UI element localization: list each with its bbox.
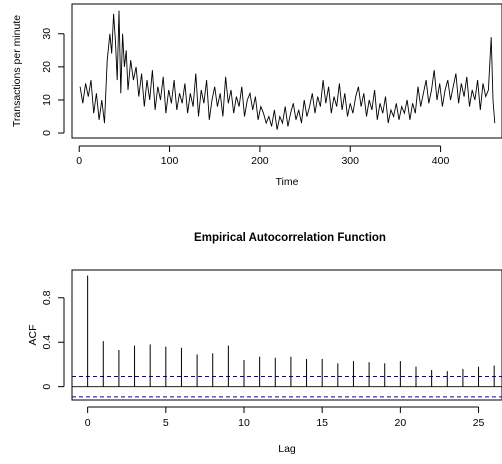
lag-x-tick-label-25: 25 bbox=[473, 417, 485, 429]
lag-x-tick-label-0: 0 bbox=[85, 417, 91, 429]
acf-y-axis: 0 0.4 0.8 bbox=[41, 290, 65, 390]
acf-plot-frame bbox=[71, 269, 502, 401]
acf-chart-title: Empirical Autocorrelation Function bbox=[194, 232, 386, 244]
acf-spikes bbox=[87, 275, 495, 387]
acf-y-tick-label-0-8: 0.8 bbox=[41, 290, 53, 305]
time-x-tick-label-300: 300 bbox=[341, 155, 359, 167]
lag-x-tick-label-10: 10 bbox=[238, 417, 250, 429]
transactions-y-tick-label-20: 20 bbox=[41, 61, 53, 73]
lag-x-tick-label-20: 20 bbox=[395, 417, 407, 429]
acf-panel: Empirical Autocorrelation Function 0 5 10 1… bbox=[27, 232, 502, 455]
transactions-series-line bbox=[79, 10, 496, 130]
time-series-panel: 0 100 200 300 400 0 10 20 30 Time Transactions … bbox=[11, 3, 502, 188]
time-x-tick-label-400: 400 bbox=[432, 155, 450, 167]
time-x-tick-label-200: 200 bbox=[251, 155, 269, 167]
transactions-y-tick-label-30: 30 bbox=[41, 28, 53, 40]
acf-y-tick-label-0-4: 0.4 bbox=[41, 335, 53, 350]
time-x-tick-label-100: 100 bbox=[161, 155, 179, 167]
transactions-y-tick-label-0: 0 bbox=[41, 130, 53, 136]
lag-x-tick-label-15: 15 bbox=[316, 417, 328, 429]
time-x-axis-label: Time bbox=[276, 176, 299, 188]
transactions-y-tick-label-10: 10 bbox=[41, 94, 53, 106]
time-x-tick-label-0: 0 bbox=[76, 155, 82, 167]
transactions-y-axis: 0 10 20 30 bbox=[41, 28, 65, 136]
lag-x-tick-label-5: 5 bbox=[163, 417, 169, 429]
transactions-y-axis-label: Transactions per minute bbox=[11, 15, 23, 127]
acf-y-tick-label-0: 0 bbox=[41, 384, 53, 390]
acf-y-axis-label: ACF bbox=[27, 325, 39, 346]
lag-x-axis-label: Lag bbox=[278, 443, 296, 455]
lag-x-axis: 0 5 10 15 20 25 bbox=[85, 406, 485, 429]
time-x-axis: 0 100 200 300 400 bbox=[76, 145, 450, 167]
time-series-plot-frame bbox=[71, 3, 502, 139]
